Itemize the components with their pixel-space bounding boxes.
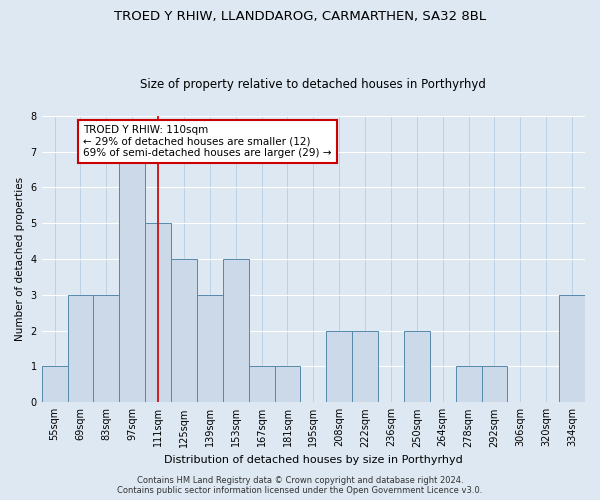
Text: TROED Y RHIW: 110sqm
← 29% of detached houses are smaller (12)
69% of semi-detac: TROED Y RHIW: 110sqm ← 29% of detached h… — [83, 124, 332, 158]
Bar — [94, 295, 119, 403]
Bar — [197, 295, 223, 403]
Bar — [482, 366, 508, 402]
Bar — [41, 366, 68, 402]
Bar — [171, 259, 197, 402]
Text: Contains HM Land Registry data © Crown copyright and database right 2024.
Contai: Contains HM Land Registry data © Crown c… — [118, 476, 482, 495]
Bar — [559, 295, 585, 403]
Bar — [119, 152, 145, 402]
Bar — [68, 295, 94, 403]
Title: Size of property relative to detached houses in Porthyrhyd: Size of property relative to detached ho… — [140, 78, 486, 91]
Bar — [275, 366, 301, 402]
Bar — [352, 330, 378, 402]
X-axis label: Distribution of detached houses by size in Porthyrhyd: Distribution of detached houses by size … — [164, 455, 463, 465]
Bar — [404, 330, 430, 402]
Y-axis label: Number of detached properties: Number of detached properties — [15, 177, 25, 341]
Bar — [223, 259, 248, 402]
Text: TROED Y RHIW, LLANDDAROG, CARMARTHEN, SA32 8BL: TROED Y RHIW, LLANDDAROG, CARMARTHEN, SA… — [114, 10, 486, 23]
Bar — [145, 223, 171, 402]
Bar — [455, 366, 482, 402]
Bar — [326, 330, 352, 402]
Bar — [248, 366, 275, 402]
